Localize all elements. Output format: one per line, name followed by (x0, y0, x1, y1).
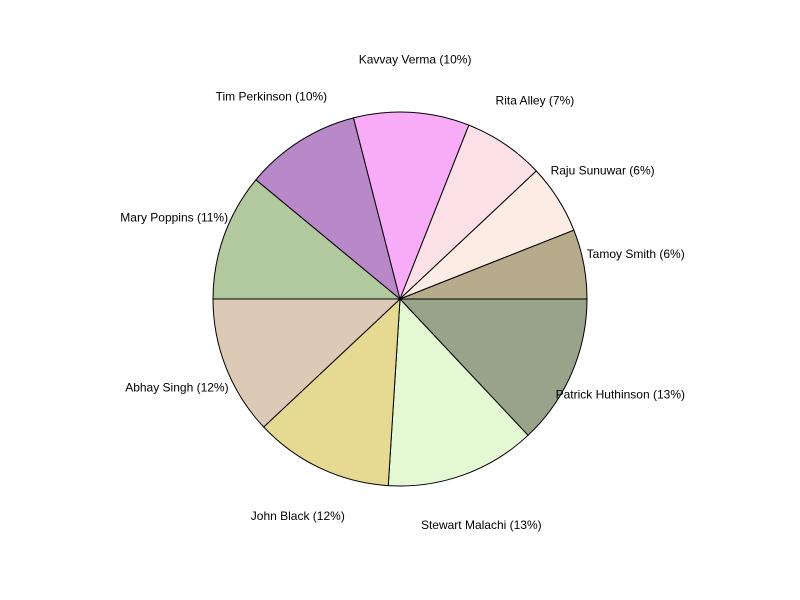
pie-slice-7 (352, 111, 470, 301)
pie-slice-2 (387, 297, 529, 487)
pie-labels: Patrick Huthinson (13%) Stewart Malachi (… (120, 53, 685, 532)
pie-slice-label-9: Raju Sunuwar (6%) (551, 163, 655, 177)
pie-slice-label-7: Kavvay Verma (10%) (359, 53, 472, 67)
pie-slices (212, 111, 588, 487)
pie-slice-label-10: Tamoy Smith (6%) (587, 247, 685, 261)
pie-slice-label-8: Rita Alley (7%) (496, 94, 575, 108)
pie-slice-5 (212, 179, 402, 300)
pie-slice-10 (399, 229, 588, 300)
pie-slice-label-1: Patrick Huthinson (13%) (556, 387, 685, 401)
pie-slice-label-5: Mary Poppins (11%) (120, 211, 228, 225)
pie-slice-3 (262, 297, 401, 487)
pie-slice-label-3: John Black (12%) (251, 509, 345, 523)
pie-slice-label-6: Tim Perkinson (10%) (216, 89, 328, 103)
pie-slice-1 (398, 298, 588, 437)
pie-slice-6 (255, 117, 401, 301)
pie-slice-label-2: Stewart Malachi (13%) (421, 518, 542, 532)
pie-slice-label-4: Abhay Singh (12%) (125, 380, 228, 394)
pie-slice-4 (212, 298, 402, 428)
